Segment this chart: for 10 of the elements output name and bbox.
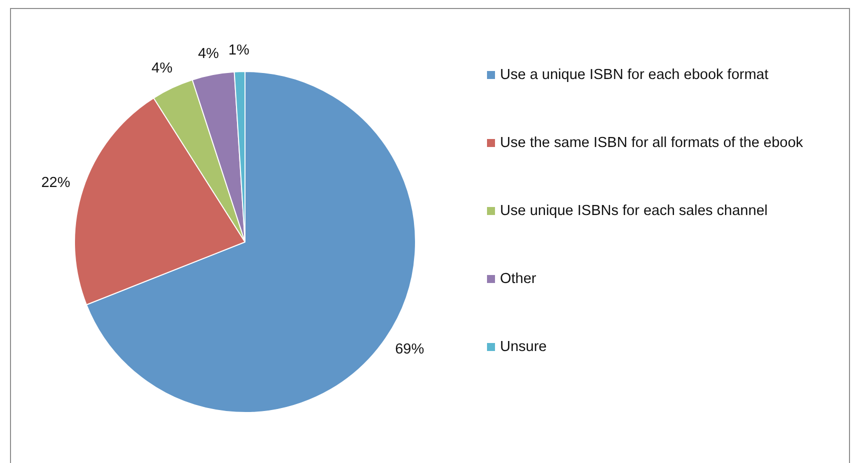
legend-label: Use a unique ISBN for each ebook format xyxy=(500,67,768,83)
data-label: 1% xyxy=(228,42,250,59)
data-label: 69% xyxy=(395,342,424,358)
legend-label: Unsure xyxy=(500,339,547,355)
legend-label: Other xyxy=(500,271,536,287)
legend-label: Use the same ISBN for all formats of the ebook xyxy=(500,135,804,151)
data-label: 4% xyxy=(198,46,220,62)
legend-label: Use unique ISBNs for each sales channel xyxy=(500,203,768,219)
data-label: 22% xyxy=(41,174,70,191)
data-label: 4% xyxy=(152,60,173,77)
